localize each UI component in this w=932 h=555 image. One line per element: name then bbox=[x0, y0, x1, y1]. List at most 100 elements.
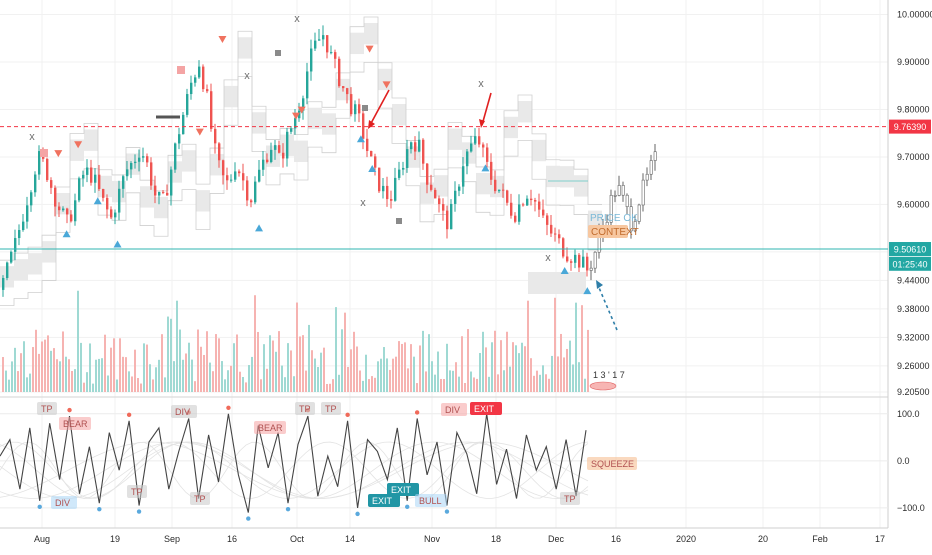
time-tick-label: Aug bbox=[34, 534, 50, 544]
candle-body bbox=[286, 131, 289, 159]
volume-bar bbox=[26, 377, 28, 392]
time-axis[interactable]: Aug 19 Sep 16 Oct 14 Nov 18 Dec 16 2020 20 Feb 17 bbox=[34, 534, 885, 544]
volume-bar bbox=[227, 370, 229, 392]
volume-bar bbox=[443, 379, 445, 392]
candle-body bbox=[645, 173, 649, 181]
osc-label-text: TP bbox=[194, 494, 206, 504]
volume-bar bbox=[206, 331, 208, 392]
volume-bar bbox=[422, 330, 424, 392]
osc-label-box bbox=[295, 402, 315, 415]
volume-bar bbox=[287, 343, 289, 392]
volume-bar bbox=[362, 380, 364, 392]
volume-bar bbox=[542, 365, 544, 392]
candle-body bbox=[442, 204, 445, 211]
cloud-segment bbox=[546, 165, 560, 188]
volume-bar bbox=[353, 331, 355, 392]
candle-body bbox=[282, 152, 285, 159]
volume-bar bbox=[434, 374, 436, 392]
candle-body bbox=[298, 110, 301, 119]
volume-bar bbox=[170, 318, 172, 392]
candle-body bbox=[186, 94, 189, 115]
price-badge bbox=[889, 119, 931, 134]
osc-dot-bottom bbox=[246, 516, 251, 521]
time-tick-label: Oct bbox=[290, 534, 305, 544]
candle-body bbox=[613, 194, 617, 197]
candle-body bbox=[582, 256, 585, 268]
candle-body bbox=[514, 215, 517, 222]
buy-triangle bbox=[356, 135, 365, 143]
volume-bar bbox=[329, 383, 331, 392]
volume-bar bbox=[311, 350, 313, 392]
volume-bar bbox=[452, 370, 454, 392]
x-mark: x bbox=[29, 131, 35, 143]
volume-bar bbox=[257, 331, 259, 392]
cloud-segment bbox=[224, 85, 238, 108]
volume-bar bbox=[338, 374, 340, 392]
volume-bar bbox=[440, 378, 442, 392]
candle-body bbox=[526, 198, 529, 206]
volume-bar bbox=[356, 346, 358, 392]
candle-body bbox=[414, 142, 417, 152]
sell-triangle bbox=[297, 106, 306, 114]
candle-body bbox=[190, 82, 193, 95]
osc-label-box bbox=[59, 417, 91, 430]
osc-label-text: DIV bbox=[55, 498, 70, 508]
osc-label-text: SQUEEZE bbox=[591, 459, 634, 469]
time-tick-label: 17 bbox=[875, 534, 885, 544]
volume-bar bbox=[281, 365, 283, 392]
volume-badge bbox=[589, 381, 617, 391]
volume-bar bbox=[161, 334, 163, 392]
volume-bar bbox=[17, 371, 19, 392]
osc-label-box bbox=[171, 405, 197, 418]
cloud-segment bbox=[476, 172, 490, 195]
volume-bar bbox=[239, 371, 241, 392]
volume-bar bbox=[248, 365, 250, 392]
candle-body bbox=[70, 214, 73, 222]
candle-body bbox=[310, 48, 313, 72]
volume-bar bbox=[392, 358, 394, 392]
volume-bar bbox=[197, 329, 199, 392]
osc-label-box bbox=[470, 402, 502, 415]
volume-bar bbox=[509, 366, 511, 392]
candle-body bbox=[86, 167, 89, 175]
candle-body bbox=[154, 185, 157, 196]
candle-body bbox=[62, 208, 65, 211]
volume-bar bbox=[110, 347, 112, 392]
volume-bar bbox=[272, 340, 274, 392]
price-badge-text: 9.50610 bbox=[894, 245, 927, 255]
volume-bar bbox=[140, 383, 142, 392]
volume-bar bbox=[269, 335, 271, 392]
volume-bar bbox=[407, 368, 409, 392]
volume-bar bbox=[122, 356, 124, 392]
arrows bbox=[368, 89, 618, 331]
volume-bar bbox=[539, 374, 541, 392]
candles[interactable] bbox=[2, 25, 657, 297]
cloud-segment bbox=[532, 139, 546, 162]
cloud-segment bbox=[406, 146, 420, 168]
volume-bar bbox=[296, 302, 298, 392]
volume-bar bbox=[368, 379, 370, 392]
volume-bar bbox=[431, 361, 433, 392]
volume-bar bbox=[401, 343, 403, 392]
osc-label-box bbox=[587, 457, 637, 470]
volume-bar bbox=[14, 347, 16, 392]
candle-body bbox=[6, 262, 9, 279]
osc-dot-top bbox=[67, 407, 72, 413]
price-tick-label: 9.80000 bbox=[897, 104, 930, 114]
osc-label-box bbox=[415, 494, 447, 507]
volume-bar bbox=[218, 338, 220, 392]
candle-body bbox=[358, 104, 361, 114]
cloud-segment bbox=[490, 175, 504, 198]
candle-body bbox=[378, 167, 381, 192]
time-tick-label: Dec bbox=[548, 534, 565, 544]
sell-triangle bbox=[292, 112, 301, 120]
volume-bar bbox=[581, 305, 583, 392]
volume-bar bbox=[164, 377, 166, 392]
cloud-segment bbox=[126, 153, 140, 175]
candle-body bbox=[54, 187, 57, 207]
candle-body bbox=[266, 159, 269, 163]
candle-body bbox=[438, 198, 441, 205]
